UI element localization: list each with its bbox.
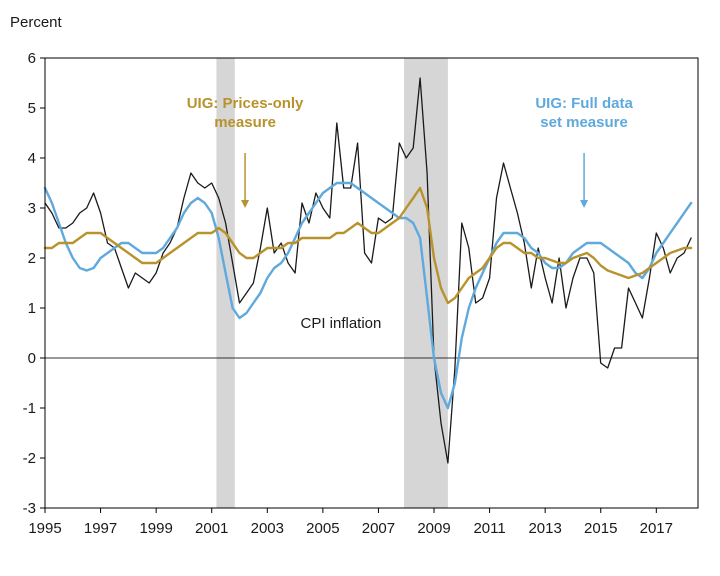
- x-axis-tick-label: 2005: [306, 520, 339, 537]
- series-line-cpi-inflation: [44, 77, 692, 464]
- y-axis-tick-label: 3: [28, 200, 36, 217]
- series-line-uig-full-data: [43, 181, 693, 410]
- recession-band: [216, 58, 235, 508]
- uig-prices-only-label: measure: [214, 114, 276, 131]
- y-axis-tick-label: -3: [23, 500, 36, 517]
- plot-border: [44, 57, 699, 509]
- y-axis-tick-label: 1: [28, 300, 36, 317]
- y-axis-title: Percent: [10, 14, 62, 31]
- uig-full-data-label: UIG: Full data: [535, 95, 633, 112]
- x-axis-tick-label: 2003: [251, 520, 284, 537]
- x-axis-tick-label: 2011: [473, 520, 505, 537]
- y-axis-tick-label: -2: [23, 450, 36, 467]
- uig-prices-only-label-arrow-head: [241, 200, 250, 208]
- cpi-inflation-label: CPI inflation: [300, 315, 381, 332]
- uig-full-data-label-arrow-head: [580, 200, 589, 208]
- x-axis-tick-label: 1997: [84, 520, 117, 537]
- y-axis-tick-label: 5: [28, 100, 36, 117]
- x-axis-tick-label: 2009: [417, 520, 450, 537]
- series-line-uig-prices-only: [43, 186, 693, 305]
- x-axis-tick-label: 2017: [640, 520, 673, 537]
- x-axis-tick-label: 2007: [362, 520, 395, 537]
- y-axis-tick-label: 4: [28, 150, 36, 167]
- y-axis-tick-label: 2: [28, 250, 36, 267]
- x-axis-tick-label: 2013: [528, 520, 561, 537]
- x-axis-tick-label: 1995: [28, 520, 61, 537]
- y-axis-tick-label: -1: [23, 400, 36, 417]
- x-axis-tick-label: 2015: [584, 520, 617, 537]
- uig-prices-only-label: UIG: Prices-only: [187, 95, 304, 112]
- uig-full-data-label: set measure: [540, 114, 628, 131]
- x-axis-tick-label: 1999: [139, 520, 172, 537]
- y-axis-tick-label: 6: [28, 50, 36, 67]
- y-axis-tick-label: 0: [28, 350, 36, 367]
- x-axis-tick-label: 2001: [195, 520, 228, 537]
